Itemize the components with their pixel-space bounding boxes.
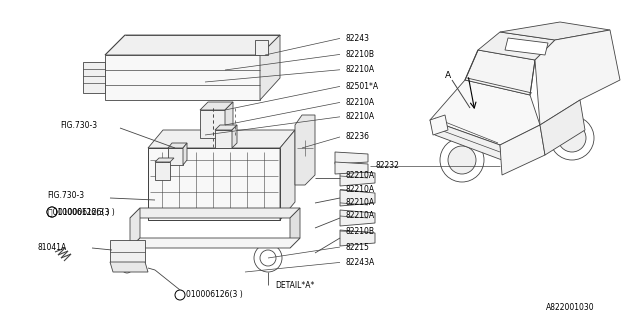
Text: FIG.730-3: FIG.730-3 xyxy=(47,190,84,199)
Circle shape xyxy=(254,244,282,272)
Text: 82210A: 82210A xyxy=(345,185,374,194)
Text: 82210A: 82210A xyxy=(345,112,374,121)
Polygon shape xyxy=(280,130,295,220)
Polygon shape xyxy=(83,62,105,93)
Polygon shape xyxy=(215,125,237,130)
Text: 010006126(3 ): 010006126(3 ) xyxy=(58,207,115,217)
Circle shape xyxy=(550,116,594,160)
Text: 82210A: 82210A xyxy=(345,98,374,107)
Polygon shape xyxy=(340,170,375,186)
Polygon shape xyxy=(155,162,170,180)
Polygon shape xyxy=(478,32,555,60)
Text: DETAIL*A*: DETAIL*A* xyxy=(275,281,315,290)
Text: 82210A: 82210A xyxy=(345,212,374,220)
Polygon shape xyxy=(295,115,315,185)
Text: A822001030: A822001030 xyxy=(547,303,595,313)
Text: 82210A: 82210A xyxy=(345,172,374,180)
Polygon shape xyxy=(105,35,280,55)
Polygon shape xyxy=(200,102,233,110)
Polygon shape xyxy=(535,30,620,125)
Polygon shape xyxy=(540,100,585,155)
Polygon shape xyxy=(130,208,300,218)
Polygon shape xyxy=(183,143,187,165)
Circle shape xyxy=(558,124,586,152)
Polygon shape xyxy=(430,120,502,160)
Polygon shape xyxy=(335,162,368,174)
Polygon shape xyxy=(340,190,375,206)
Polygon shape xyxy=(340,210,375,226)
Polygon shape xyxy=(148,148,280,220)
Text: 010006126(3 ): 010006126(3 ) xyxy=(186,291,243,300)
Polygon shape xyxy=(200,110,225,138)
Text: 82501*A: 82501*A xyxy=(345,82,378,91)
Text: 82243: 82243 xyxy=(345,34,369,43)
Text: 82243A: 82243A xyxy=(345,258,374,267)
Circle shape xyxy=(260,250,276,266)
Polygon shape xyxy=(110,262,148,272)
Polygon shape xyxy=(260,35,280,100)
Text: ⒲010006126(3 ): ⒲010006126(3 ) xyxy=(48,207,109,217)
Text: FIG.730-3: FIG.730-3 xyxy=(60,121,97,130)
Polygon shape xyxy=(168,148,183,165)
Text: 82210B: 82210B xyxy=(345,50,374,59)
Polygon shape xyxy=(232,125,237,148)
Text: A: A xyxy=(445,70,451,79)
Polygon shape xyxy=(430,115,448,135)
Text: 82215: 82215 xyxy=(345,243,369,252)
Polygon shape xyxy=(130,238,300,248)
Polygon shape xyxy=(225,102,233,138)
Polygon shape xyxy=(340,230,375,246)
Circle shape xyxy=(47,207,57,217)
Polygon shape xyxy=(500,125,545,175)
Circle shape xyxy=(47,207,57,217)
Circle shape xyxy=(122,263,132,273)
Polygon shape xyxy=(290,208,300,248)
Polygon shape xyxy=(130,208,140,248)
Circle shape xyxy=(448,146,476,174)
Text: 82210A: 82210A xyxy=(345,198,374,207)
Polygon shape xyxy=(255,40,268,55)
Polygon shape xyxy=(110,240,145,262)
Text: 82210A: 82210A xyxy=(345,65,374,74)
Text: 82236: 82236 xyxy=(345,132,369,141)
Text: 82210B: 82210B xyxy=(345,227,374,236)
Polygon shape xyxy=(430,80,540,145)
Text: 82232: 82232 xyxy=(375,162,399,171)
Polygon shape xyxy=(465,50,535,95)
Polygon shape xyxy=(168,143,187,148)
Polygon shape xyxy=(148,130,295,148)
Circle shape xyxy=(175,290,185,300)
Polygon shape xyxy=(155,158,174,162)
Polygon shape xyxy=(500,22,610,40)
Polygon shape xyxy=(215,130,232,148)
Circle shape xyxy=(440,138,484,182)
Polygon shape xyxy=(505,38,548,55)
Polygon shape xyxy=(335,152,368,164)
Text: 81041A: 81041A xyxy=(38,244,67,252)
Circle shape xyxy=(297,140,313,156)
Polygon shape xyxy=(105,55,260,100)
